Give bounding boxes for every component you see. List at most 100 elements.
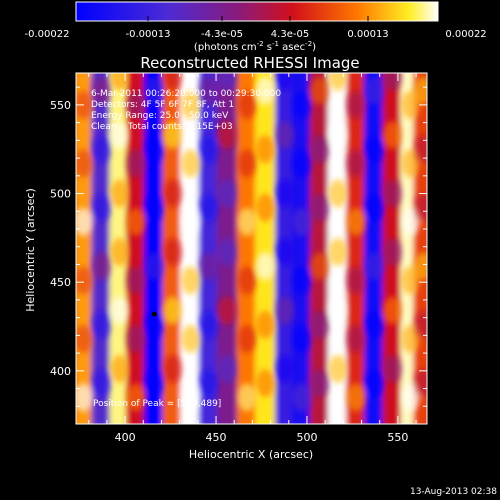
heatmap-blob bbox=[163, 296, 182, 325]
heatmap-blob bbox=[199, 369, 218, 398]
heatmap-blob bbox=[76, 149, 93, 178]
colorbar-unit: (photons cm-2 s-1 asec-2) bbox=[194, 40, 316, 53]
heatmap-blob bbox=[401, 149, 420, 178]
heatmap-blob bbox=[92, 193, 111, 222]
heatmap-blob bbox=[76, 383, 93, 412]
heatmap-blob bbox=[383, 121, 402, 150]
heatmap-blob bbox=[383, 179, 402, 208]
heatmap-blob bbox=[292, 266, 311, 295]
heatmap-blob bbox=[383, 73, 402, 91]
heatmap-blob bbox=[92, 369, 111, 398]
heatmap-blob bbox=[110, 121, 129, 150]
heatmap-blob bbox=[310, 310, 329, 339]
heatmap-blob bbox=[217, 238, 237, 267]
heatmap-blob bbox=[76, 207, 93, 236]
heatmap-blob bbox=[276, 179, 295, 208]
heatmap-blob bbox=[126, 90, 146, 119]
x-tick-labels: 400 450 500 550 bbox=[115, 431, 409, 444]
heatmap-blob bbox=[256, 252, 275, 281]
heatmap-blob bbox=[181, 207, 200, 236]
heatmap-blob bbox=[365, 310, 384, 339]
heatmap-blob bbox=[328, 355, 347, 384]
heatmap-blob bbox=[217, 296, 237, 325]
y-tick-label: 400 bbox=[50, 365, 71, 378]
heatmap-blob bbox=[256, 310, 275, 339]
colorbar-tick-label: 0.00022 bbox=[445, 29, 486, 40]
heatmap-blob bbox=[276, 121, 295, 150]
heatmap-blob bbox=[256, 135, 275, 164]
annotation-time: 6-Mar-2011 00:26:20.000 to 00:29:30.000 bbox=[91, 89, 281, 99]
y-tick-labels: 400 450 500 550 bbox=[50, 99, 71, 378]
heatmap-blob bbox=[126, 383, 146, 412]
heatmap-blob bbox=[145, 193, 164, 222]
heatmap-blob bbox=[199, 252, 218, 281]
heatmap-blob bbox=[145, 310, 164, 339]
heatmap-blob bbox=[365, 135, 384, 164]
heatmap-blob bbox=[292, 149, 311, 178]
heatmap-blob bbox=[199, 76, 218, 105]
heatmap-blob bbox=[217, 179, 237, 208]
x-tick-label: 550 bbox=[387, 431, 408, 444]
x-tick-label: 400 bbox=[115, 431, 136, 444]
y-tick-label: 500 bbox=[50, 188, 71, 201]
heatmap-blob bbox=[217, 355, 237, 384]
heatmap-blob bbox=[365, 76, 384, 105]
heatmap-blob bbox=[346, 324, 366, 353]
heatmap-blob bbox=[365, 193, 384, 222]
heatmap-blob bbox=[199, 135, 218, 164]
heatmap-blob bbox=[365, 252, 384, 281]
heatmap-blobs bbox=[76, 73, 427, 412]
heatmap-blob bbox=[126, 149, 146, 178]
heatmap-blob bbox=[76, 266, 93, 295]
heatmap-blob bbox=[383, 355, 402, 384]
heatmap-blob bbox=[276, 73, 295, 91]
heatmap-blob bbox=[237, 90, 257, 119]
y-axis-label: Heliocentric Y (arcsec) bbox=[24, 188, 37, 312]
heatmap-blob bbox=[328, 238, 347, 267]
heatmap-blob bbox=[199, 193, 218, 222]
plot-frame bbox=[75, 72, 428, 425]
heatmap-blob bbox=[401, 90, 420, 119]
heatmap-blob bbox=[401, 324, 420, 353]
heatmap-blob bbox=[414, 193, 427, 222]
heatmap-blob bbox=[145, 135, 164, 164]
heatmap-blob bbox=[92, 135, 111, 164]
heatmap-blob bbox=[126, 266, 146, 295]
annotation-energy: Energy Range: 25.0 - 50.0 keV bbox=[91, 111, 229, 121]
heatmap-blob bbox=[217, 121, 237, 150]
heatmap-blob bbox=[199, 310, 218, 339]
heatmap-blob bbox=[256, 193, 275, 222]
heatmap-blob bbox=[163, 73, 182, 91]
colorbar-tick-label: 4.3e-05 bbox=[271, 29, 309, 40]
heatmap-blob bbox=[181, 266, 200, 295]
heatmap-blob bbox=[310, 135, 329, 164]
heatmap-blob bbox=[346, 383, 366, 412]
heatmap-blob bbox=[256, 369, 275, 398]
heatmap-blob bbox=[346, 266, 366, 295]
heatmap-blob bbox=[383, 238, 402, 267]
heatmap-blob bbox=[145, 76, 164, 105]
heatmap-blob bbox=[237, 266, 257, 295]
heatmap-blob bbox=[346, 90, 366, 119]
heatmap-blob bbox=[145, 252, 164, 281]
heatmap-blob bbox=[181, 324, 200, 353]
colorbar bbox=[75, 1, 439, 22]
heatmap-blob bbox=[346, 149, 366, 178]
heatmap-blob bbox=[414, 76, 427, 105]
heatmap-blob bbox=[110, 355, 129, 384]
heatmap-blob bbox=[237, 207, 257, 236]
heatmap-blob bbox=[401, 383, 420, 412]
heatmap-blob bbox=[328, 296, 347, 325]
y-tick-label: 550 bbox=[50, 99, 71, 112]
colorbar-tick-label: -4.3e-05 bbox=[201, 29, 243, 40]
heatmap-blob bbox=[414, 310, 427, 339]
heatmap-blob bbox=[110, 296, 129, 325]
heatmap-blob bbox=[92, 310, 111, 339]
heatmap-blob bbox=[276, 238, 295, 267]
x-tick-label: 500 bbox=[296, 431, 317, 444]
heatmap-blob bbox=[292, 383, 311, 412]
peak-marker bbox=[151, 311, 157, 317]
heatmap-blob bbox=[217, 73, 237, 91]
annotation-detectors: Detectors: 4F 5F 6F 7F 8F, Att 1 bbox=[91, 100, 234, 110]
heatmap-blob bbox=[163, 355, 182, 384]
